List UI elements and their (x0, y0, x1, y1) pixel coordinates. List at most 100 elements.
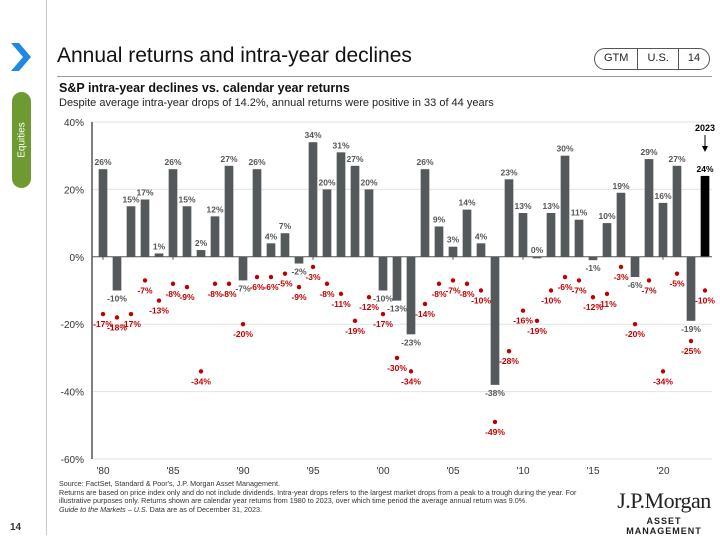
decline-label: -11% (331, 299, 351, 309)
return-label: 27% (668, 154, 685, 164)
decline-label: -8% (221, 289, 237, 299)
decline-label: -10% (541, 296, 561, 306)
return-bar (420, 169, 430, 257)
return-bar (182, 206, 192, 257)
return-bar (672, 165, 682, 257)
decline-dot (198, 369, 204, 374)
decline-dot (702, 288, 708, 293)
decline-label: -5% (277, 279, 293, 289)
decline-dot (394, 355, 400, 361)
decline-label: -8% (319, 289, 335, 299)
page-number: 14 (10, 522, 22, 533)
return-bar (448, 246, 458, 257)
return-label: 13% (542, 201, 559, 211)
return-label: 24% (696, 164, 713, 174)
decline-dot (114, 315, 120, 320)
decline-label: -17% (373, 319, 393, 329)
return-bar (168, 169, 178, 257)
return-label: 20% (318, 177, 335, 187)
return-label: 15% (178, 194, 195, 204)
badge-region: U.S. (637, 49, 677, 69)
return-bar (644, 159, 654, 257)
return-label: 15% (122, 194, 139, 204)
decline-dot (254, 274, 260, 280)
decline-dot (226, 281, 232, 286)
x-tick-label: '20 (656, 466, 669, 477)
gtm-badge: GTM U.S. 14 (594, 48, 711, 70)
return-bar (630, 256, 640, 278)
decline-label: -20% (233, 329, 253, 339)
guide-date: Data are as of December 31, 2023. (147, 504, 262, 514)
source-note: Source: FactSet, Standard & Poor's, J.P.… (59, 479, 280, 488)
decline-label: -10% (695, 296, 715, 306)
decline-label: -13% (149, 306, 169, 316)
return-label: -23% (401, 337, 421, 347)
y-tick-label: 20% (64, 185, 84, 196)
return-bar (378, 256, 388, 291)
return-label: -1% (585, 263, 601, 273)
return-label: 26% (94, 157, 111, 167)
return-bar (574, 219, 584, 257)
return-label: 26% (164, 157, 181, 167)
chevron-right-icon[interactable] (8, 40, 34, 74)
decline-label: -12% (583, 302, 603, 312)
decline-label: -12% (359, 302, 379, 312)
y-tick-label: 0% (70, 253, 85, 264)
decline-dot (464, 281, 470, 286)
return-label: -10% (107, 294, 127, 304)
return-bar (308, 142, 318, 257)
return-bar (350, 165, 360, 257)
logo-sub: ASSET MANAGEMENT (626, 516, 702, 536)
decline-label: -9% (291, 292, 307, 302)
return-bar (252, 169, 262, 257)
left-divider (46, 0, 47, 535)
page-title: Annual returns and intra-year declines (57, 44, 412, 67)
decline-label: -34% (401, 376, 421, 386)
decline-label: -6% (557, 282, 573, 292)
return-label: 4% (265, 231, 278, 241)
y-tick-label: 40% (64, 118, 84, 129)
decline-label: -7% (641, 285, 657, 295)
footnotes: Source: FactSet, Standard & Poor's, J.P.… (59, 479, 599, 515)
guide-note: Guide to the Markets – U.S. Data are as … (59, 504, 599, 515)
return-label: 30% (556, 144, 573, 154)
section-tab-equities[interactable]: Equities (12, 92, 31, 188)
decline-dot (142, 278, 148, 283)
decline-dot (422, 301, 428, 307)
return-label: -13% (387, 304, 407, 314)
decline-dot (646, 278, 652, 283)
decline-dot (660, 369, 666, 374)
x-tick-label: '15 (586, 466, 599, 477)
decline-label: -8% (459, 289, 475, 299)
decline-dot (520, 308, 526, 313)
return-bar (224, 165, 234, 257)
decline-dot (492, 419, 498, 425)
decline-label: -14% (415, 309, 435, 319)
decline-dot (478, 288, 484, 293)
return-label: 27% (346, 154, 363, 164)
decline-label: -11% (597, 299, 617, 309)
decline-label: -7% (137, 285, 153, 295)
arrow-down-icon (702, 146, 708, 152)
decline-dot (380, 311, 386, 317)
return-bar (700, 175, 710, 257)
return-bar (476, 243, 486, 257)
x-tick-label: '10 (516, 466, 529, 477)
decline-dot (604, 291, 610, 297)
decline-dot (282, 271, 288, 276)
decline-label: -17% (93, 319, 113, 329)
return-bar (546, 212, 556, 257)
return-bar (112, 256, 122, 291)
decline-label: -8% (431, 289, 447, 299)
return-label: 10% (598, 211, 615, 221)
return-bar (392, 256, 402, 301)
decline-label: -7% (445, 285, 461, 295)
return-label: 12% (206, 204, 223, 214)
return-bar (490, 256, 500, 385)
decline-dot (506, 348, 512, 354)
y-tick-label: -60% (61, 455, 84, 466)
decline-label: -3% (613, 272, 629, 282)
return-bar (364, 189, 374, 257)
return-label: 20% (360, 177, 377, 187)
y-tick-label: -20% (61, 320, 84, 331)
